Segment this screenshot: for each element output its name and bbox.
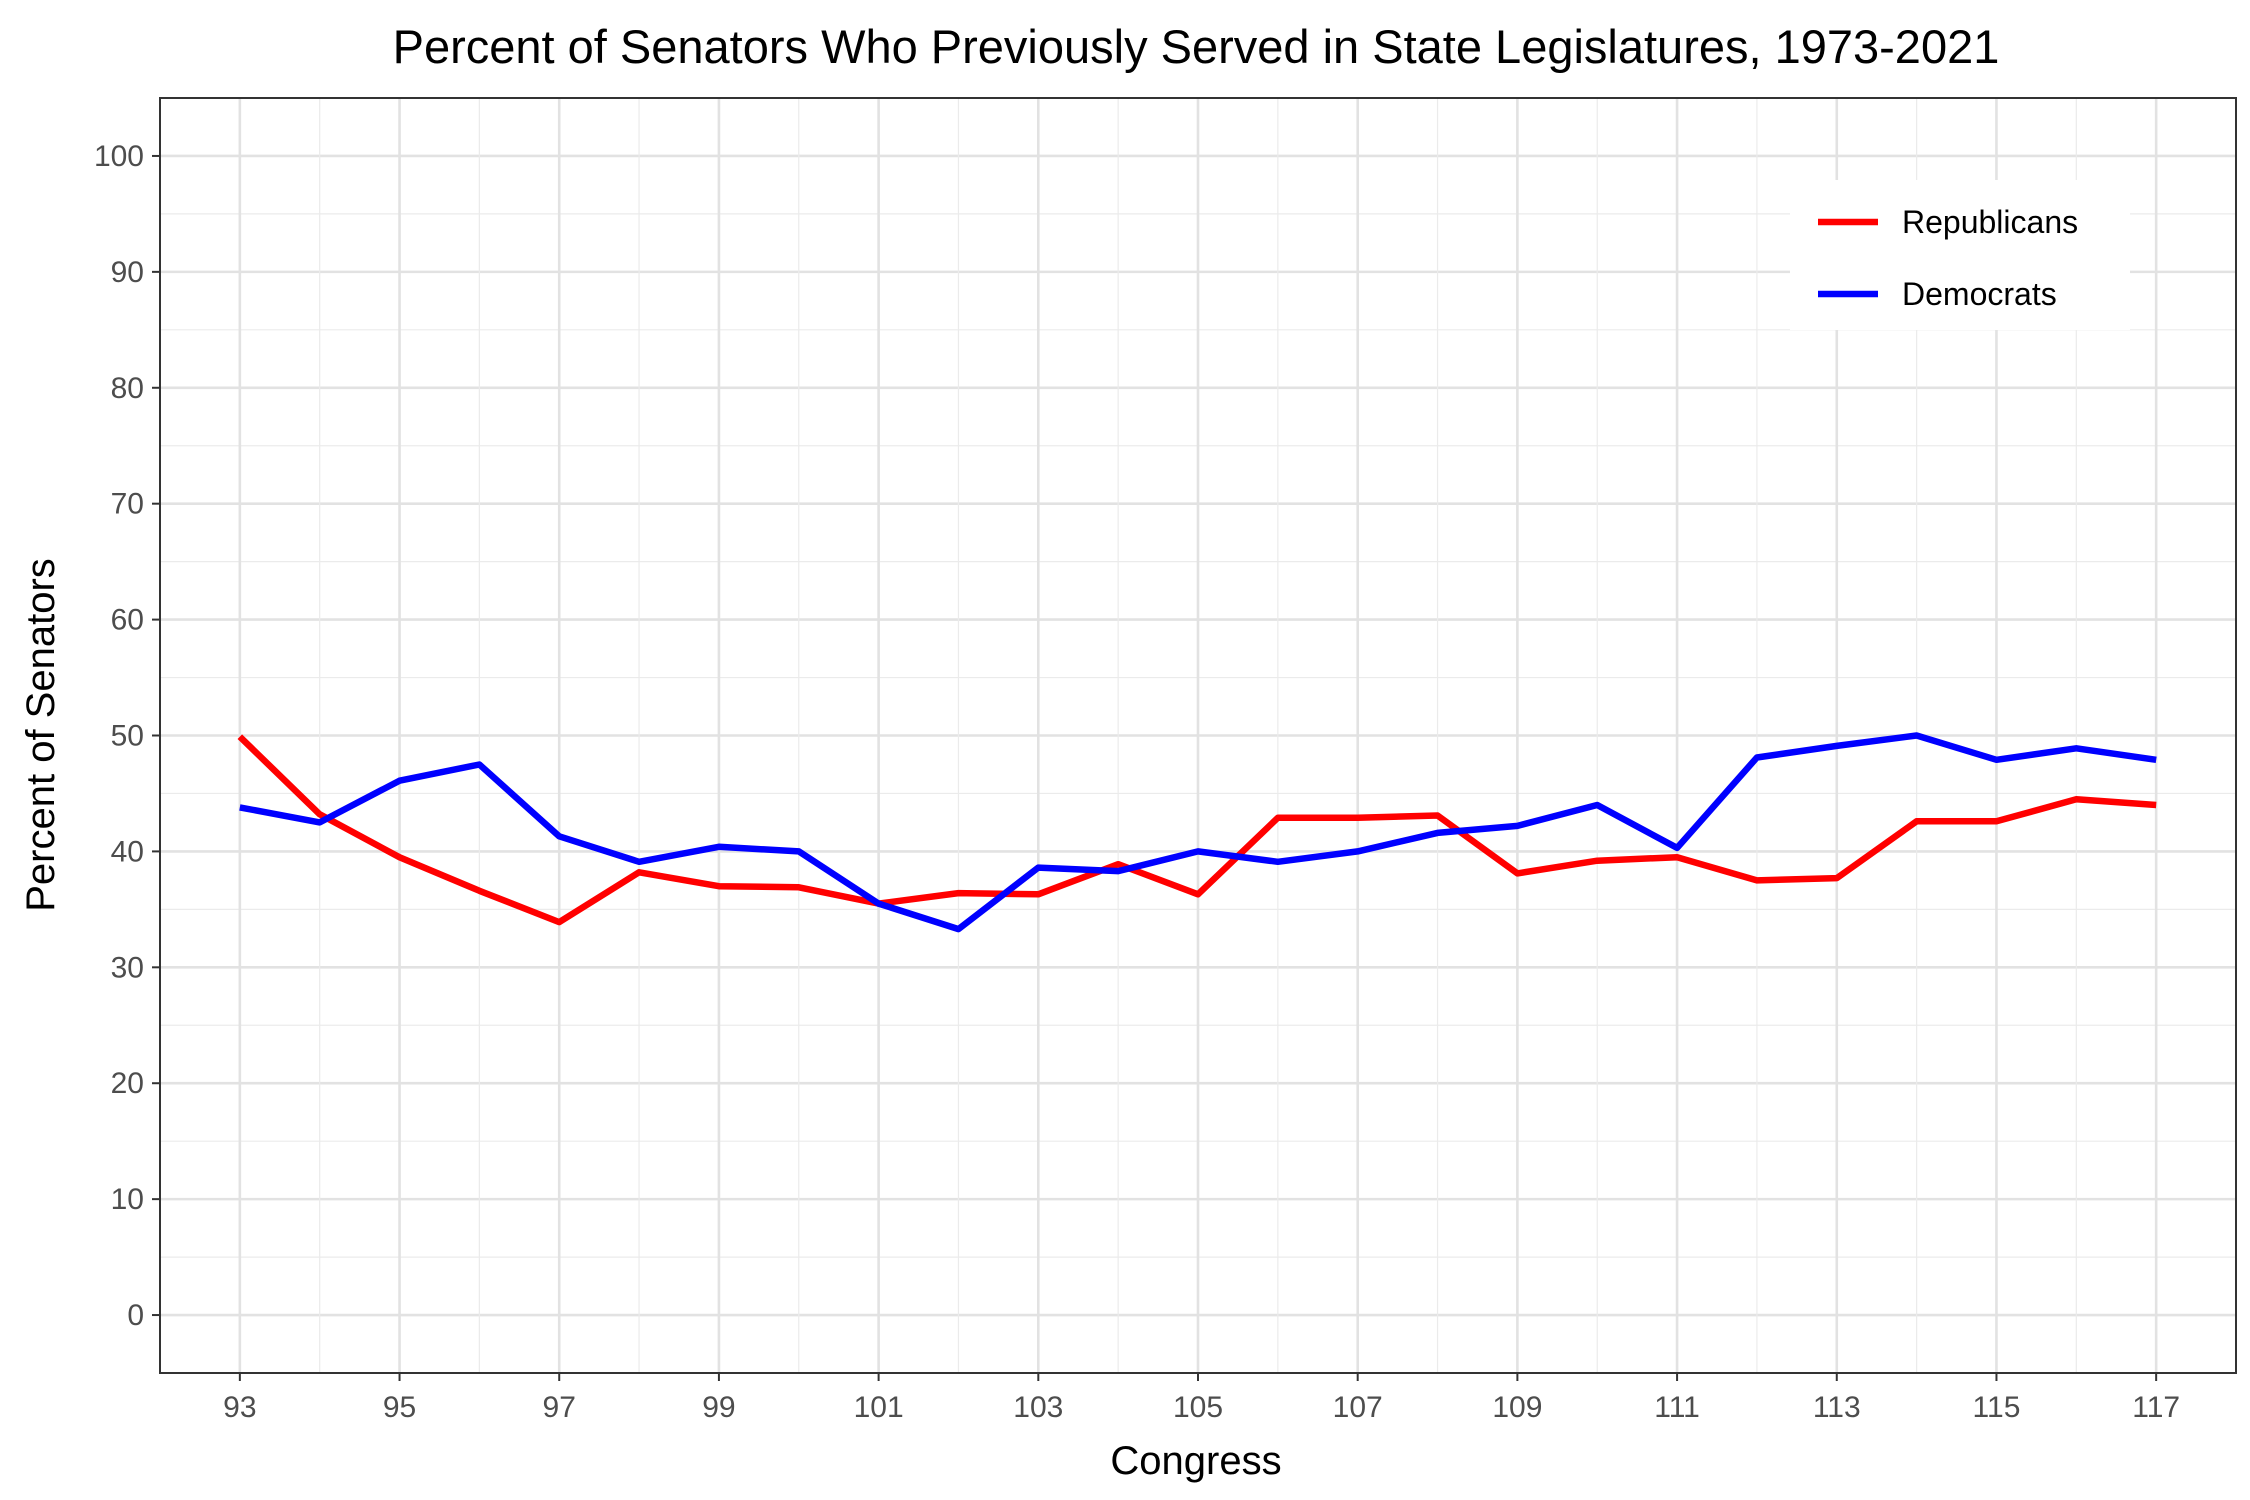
x-tick-label: 93 [223,1391,256,1424]
y-tick-label: 30 [111,951,144,984]
y-tick-label: 100 [94,140,144,173]
y-tick-label: 40 [111,835,144,868]
x-tick-label: 117 [2132,1391,2180,1424]
legend: Republicans Democrats [1790,180,2130,330]
y-tick-label: 90 [111,256,144,289]
series-line-republicans [237,734,2157,926]
x-tick-label: 95 [383,1391,416,1424]
series-line-democrats [239,732,2157,933]
y-axis-title: Percent of Senators [19,558,63,912]
x-tick-label: 107 [1333,1391,1383,1424]
x-tick-label: 109 [1492,1391,1542,1424]
axes: 0 10 20 30 40 50 60 70 80 90 100 93 95 97 99 101 103 105 1… [94,140,2180,1424]
legend-box [1790,180,2130,330]
x-tick-label: 115 [1973,1391,2021,1424]
y-tick-label: 70 [111,488,144,521]
x-tick-label: 111 [1654,1391,1700,1424]
y-tick-label: 20 [111,1067,144,1100]
x-tick-label: 103 [1013,1391,1063,1424]
legend-label-republicans: Republicans [1902,204,2078,240]
chart-title: Percent of Senators Who Previously Serve… [393,20,2000,73]
legend-label-democrats: Democrats [1902,276,2057,312]
x-tick-label: 99 [702,1391,735,1424]
x-tick-label: 97 [543,1391,576,1424]
x-tick-label: 105 [1173,1391,1223,1424]
y-tick-label: 10 [111,1183,144,1216]
x-axis-title: Congress [1110,1439,1281,1483]
x-tick-label: 101 [854,1391,904,1424]
series-lines [237,732,2157,933]
y-tick-label: 80 [111,372,144,405]
x-tick-label: 113 [1813,1391,1861,1424]
y-tick-label: 50 [111,720,144,753]
y-tick-label: 0 [127,1299,144,1332]
y-tick-label: 60 [111,604,144,637]
